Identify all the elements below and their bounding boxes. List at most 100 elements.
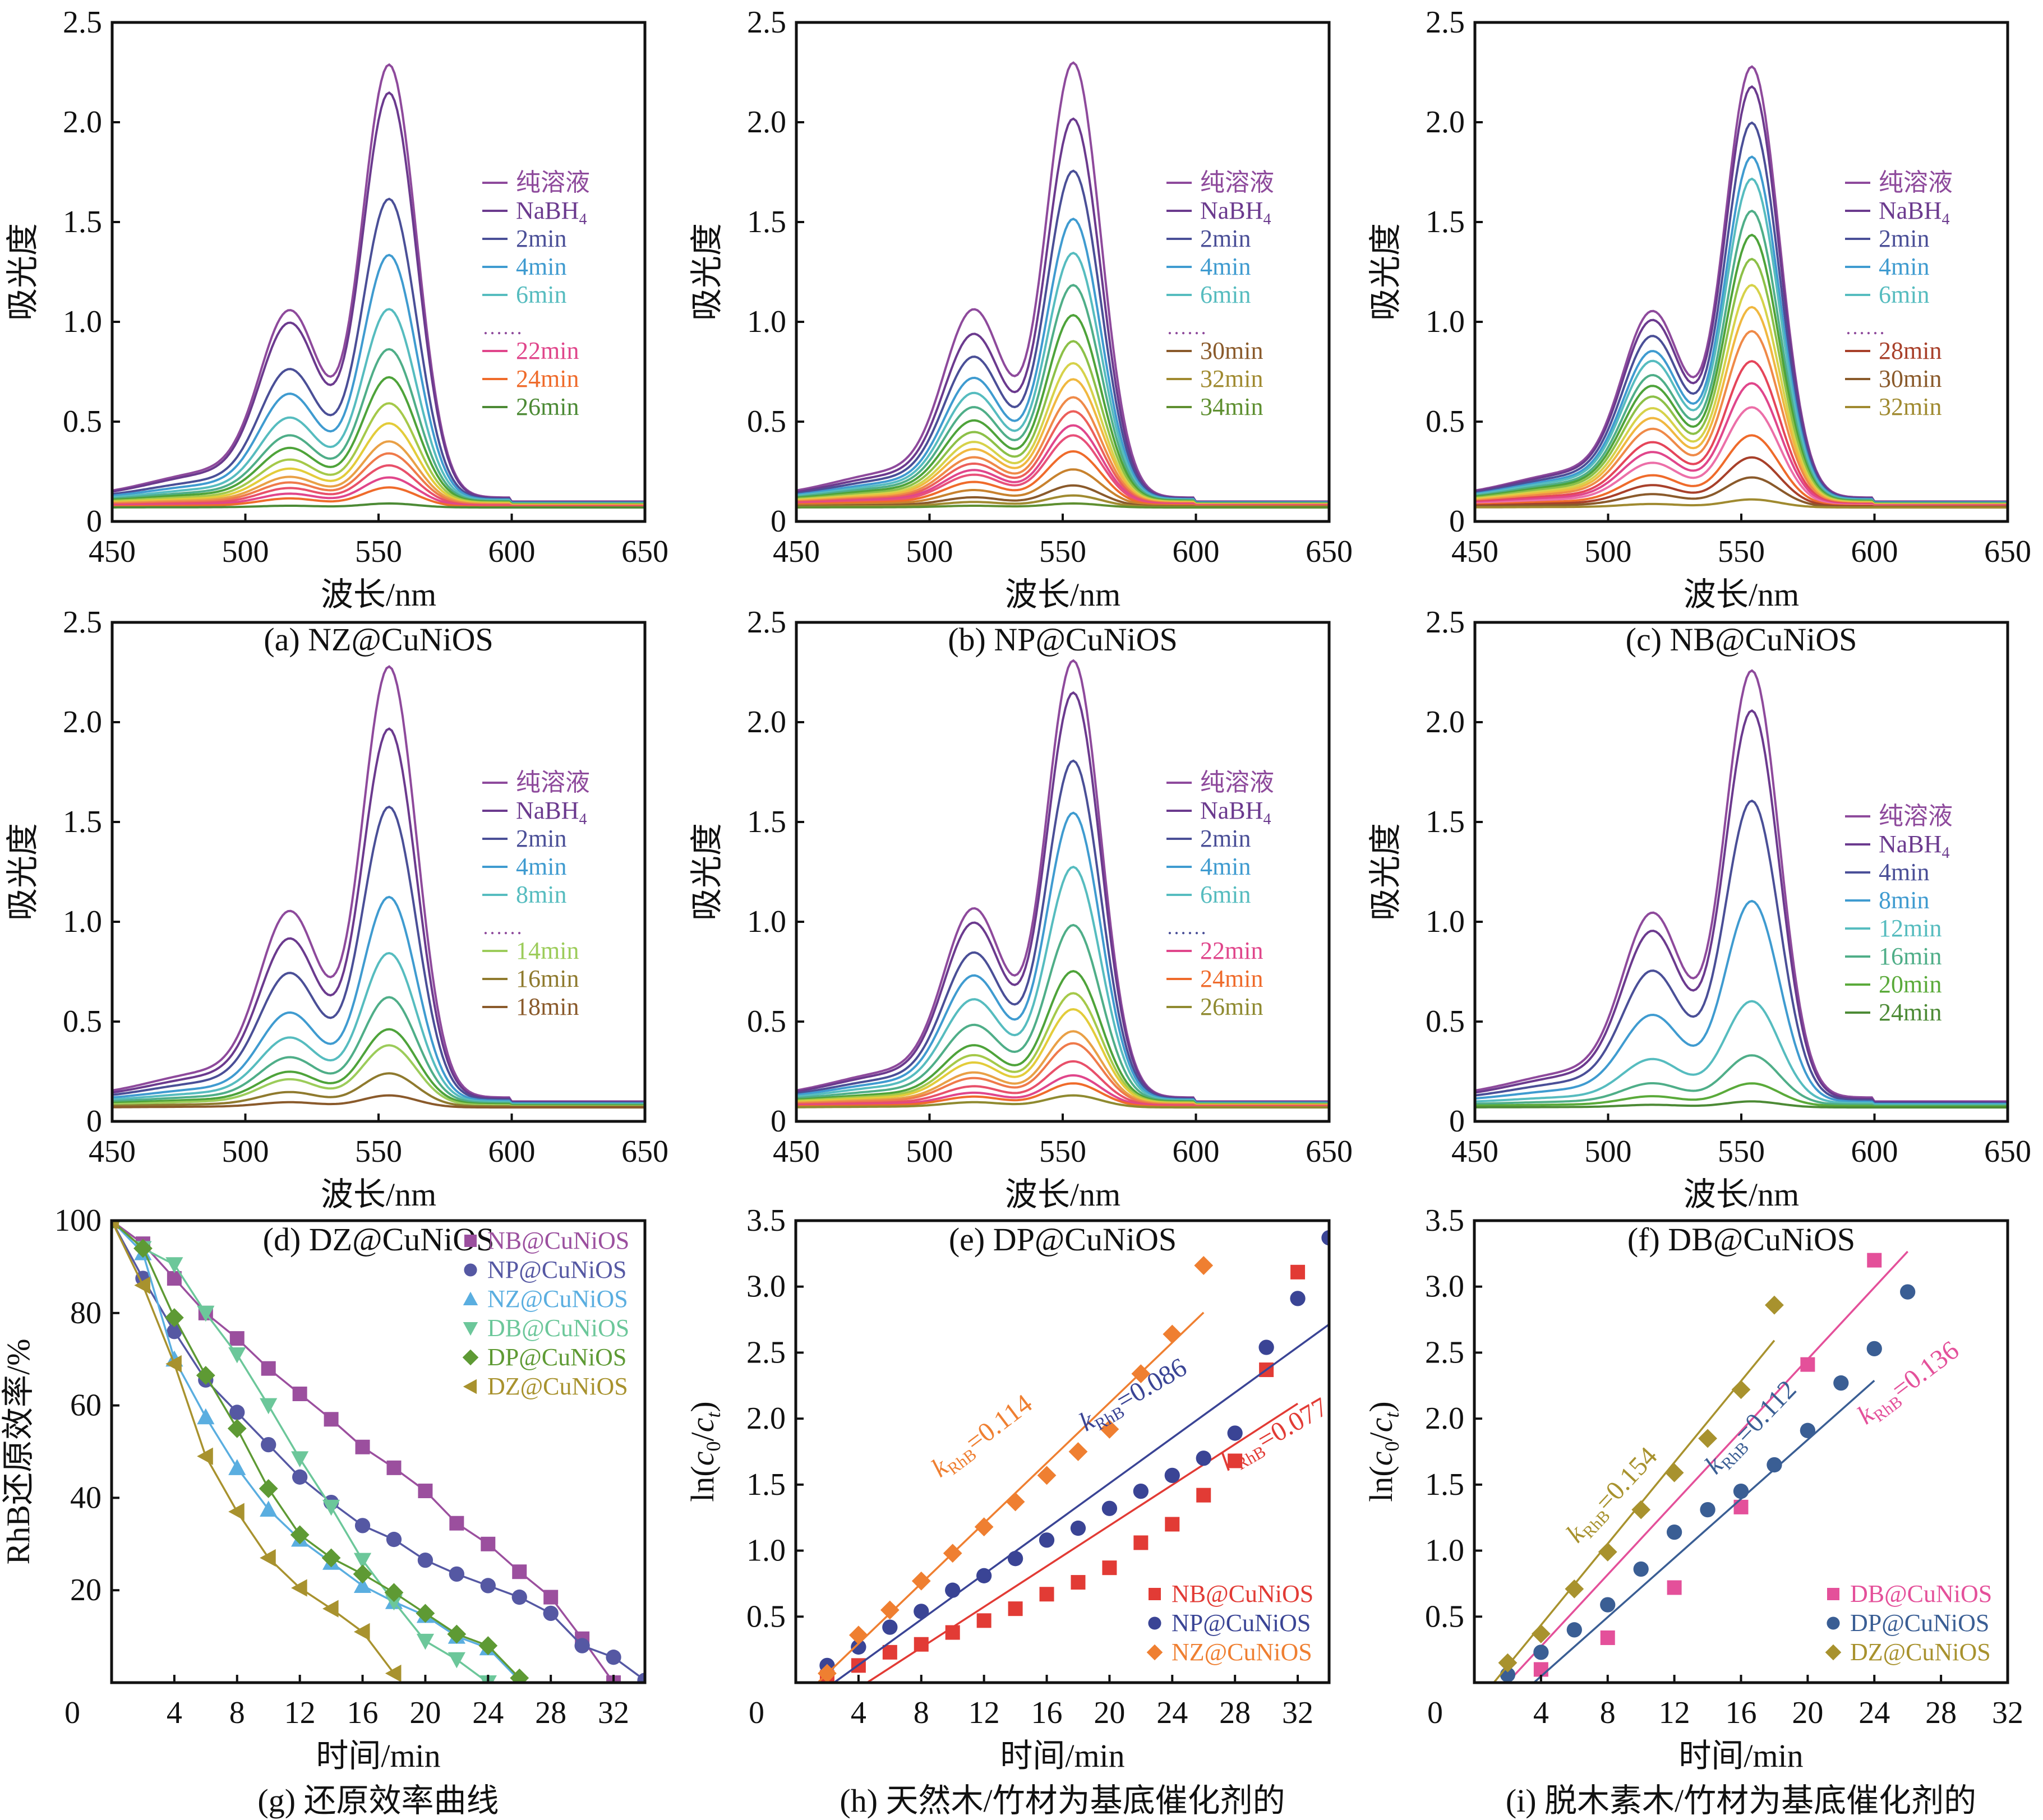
marker-square (449, 1516, 464, 1531)
marker-square (1196, 1488, 1211, 1503)
marker-diamond (1498, 1653, 1518, 1673)
marker-triangle-left (322, 1600, 339, 1618)
legend-label: 2min (1200, 225, 1251, 252)
x-axis-label: 波长/nm (321, 1176, 436, 1213)
marker-circle (1148, 1616, 1161, 1630)
x-tick-label: 500 (1585, 534, 1632, 569)
marker-triangle-down (463, 1322, 478, 1336)
legend-label: 6min (1200, 881, 1251, 908)
marker-circle (449, 1566, 465, 1582)
series-line (112, 1221, 520, 1682)
y-axis-label: 吸光度 (1367, 823, 1404, 921)
marker-circle (574, 1638, 590, 1653)
marker-triangle-left (228, 1503, 245, 1521)
legend-label: NB@CuNiOS (1172, 1580, 1313, 1607)
legend-label: 4min (1200, 853, 1251, 880)
x-tick-label: 500 (222, 534, 269, 569)
panel-caption: (a) NZ@CuNiOS (264, 621, 493, 658)
legend-label: 24min (516, 365, 579, 392)
marker-circle (1101, 1500, 1118, 1516)
y-tick-label: 0.5 (63, 404, 102, 439)
marker-diamond (1146, 1644, 1163, 1661)
x-axis-label: 波长/nm (1684, 1176, 1799, 1213)
marker-circle (1733, 1483, 1749, 1499)
marker-diamond (1006, 1492, 1025, 1512)
spectrum-line (1475, 498, 2008, 509)
legend-label: 2min (516, 825, 566, 852)
marker-triangle-down (353, 1553, 372, 1569)
x-tick-label: 24 (1858, 1696, 1890, 1730)
k-value: =0.136 (1886, 1335, 1964, 1405)
legend-label: 26min (1200, 993, 1263, 1020)
marker-square (882, 1645, 897, 1660)
x-axis-label: 时间/min (316, 1738, 440, 1774)
y-axis-label: RhB还原效率/% (0, 1339, 36, 1565)
legend-label: 纯溶液 (1200, 169, 1274, 196)
x-tick-label: 28 (535, 1696, 566, 1730)
x-tick-label: 450 (773, 534, 820, 569)
legend-label: 16min (516, 965, 579, 992)
marker-square (481, 1536, 496, 1551)
marker-circle (851, 1639, 866, 1655)
legend-label: 纯溶液 (516, 769, 590, 796)
marker-square (1039, 1587, 1054, 1602)
legend-label: 4min (516, 253, 566, 280)
marker-diamond (818, 1664, 837, 1683)
marker-circle (1767, 1457, 1782, 1473)
marker-circle (606, 1650, 621, 1665)
marker-square (1165, 1517, 1180, 1532)
panel-caption: (c) NB@CuNiOS (1626, 621, 1857, 658)
marker-diamond (848, 1625, 868, 1645)
x-tick-label: 500 (906, 1134, 953, 1169)
marker-square (1008, 1601, 1023, 1616)
marker-circle (637, 1673, 645, 1683)
y-axis-label: 吸光度 (689, 823, 725, 921)
marker-triangle-left (260, 1549, 276, 1567)
x-tick-label: 24 (472, 1696, 504, 1730)
legend-label: 6min (516, 281, 566, 308)
marker-triangle-left (463, 1379, 477, 1394)
chart-panel-f: 450 500 550 600 650 0 0.5 1.0 1.5 2.0 2.5 波长/nm 吸光度 (… (1367, 605, 2031, 1258)
legend-label: 18min (516, 993, 579, 1020)
y-tick-label: 20 (70, 1573, 102, 1607)
x-tick-label: 550 (1039, 534, 1086, 569)
marker-diamond (227, 1419, 247, 1438)
marker-square (464, 1235, 477, 1247)
marker-triangle-left (353, 1623, 370, 1641)
marker-square (543, 1590, 559, 1605)
y-tick-label: 0.5 (1425, 1599, 1464, 1634)
fit-line (1533, 1380, 1875, 1683)
legend-label: DZ@CuNiOS (487, 1373, 628, 1400)
series-line (112, 1221, 520, 1679)
y-label-c: c (684, 1417, 721, 1432)
marker-diamond (196, 1366, 215, 1385)
chart-panel-d: 450 500 550 600 650 0 0.5 1.0 1.5 2.0 2.5 波长/nm 吸光度 (… (4, 605, 668, 1258)
marker-diamond (1194, 1256, 1214, 1275)
x-tick-label: 650 (621, 534, 668, 569)
y-tick-label: 0.5 (63, 1004, 102, 1039)
legend-label: NB@CuNiOS (487, 1227, 629, 1254)
legend-label: 22min (516, 337, 579, 364)
x-tick-label: 12 (969, 1696, 1000, 1730)
fit-line (833, 1323, 1329, 1683)
legend-ellipsis: …… (1166, 316, 1207, 339)
x-tick-label: 450 (773, 1134, 820, 1169)
y-tick-label: 2.5 (1425, 1335, 1464, 1370)
y-label-slash: / (684, 1432, 721, 1442)
marker-circle (1700, 1502, 1715, 1518)
x-tick-label: 4 (167, 1696, 182, 1730)
legend-label: 28min (1879, 337, 1941, 364)
marker-circle (1321, 1230, 1329, 1246)
marker-diamond (1598, 1542, 1617, 1562)
marker-circle (1633, 1561, 1649, 1577)
x-tick-label: 20 (1792, 1696, 1823, 1730)
panel-caption: (d) DZ@CuNiOS (263, 1221, 495, 1258)
x-axis-label: 时间/min (1000, 1738, 1124, 1774)
x-axis-label: 时间/min (1678, 1738, 1803, 1774)
marker-triangle-up (353, 1577, 372, 1593)
marker-circle (976, 1568, 992, 1583)
x-tick-label: 8 (914, 1696, 929, 1730)
x-tick-label: 550 (1718, 534, 1765, 569)
y-tick-label: 3.5 (1425, 1203, 1464, 1238)
y-tick-label: 0.5 (1426, 1004, 1465, 1039)
